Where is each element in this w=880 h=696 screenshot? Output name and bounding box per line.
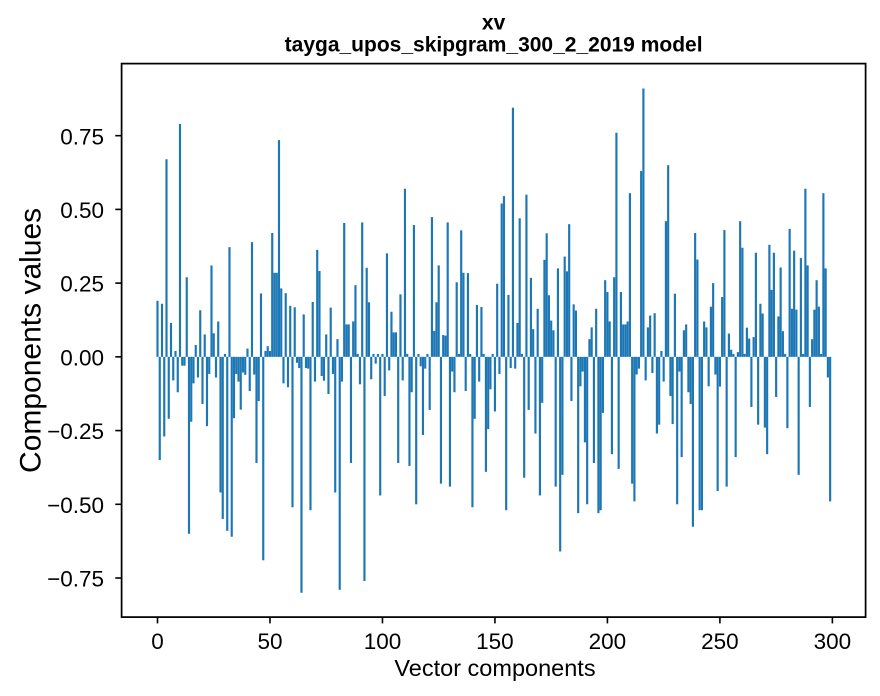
svg-text:0: 0 — [151, 629, 164, 654]
svg-text:250: 250 — [701, 629, 739, 654]
svg-text:200: 200 — [589, 629, 627, 654]
svg-text:300: 300 — [814, 629, 852, 654]
svg-text:Vector components: Vector components — [394, 655, 595, 681]
svg-text:xv: xv — [482, 12, 506, 35]
svg-text:0.75: 0.75 — [60, 124, 104, 149]
svg-text:−0.50: −0.50 — [47, 493, 104, 518]
svg-text:tayga_upos_skipgram_300_2_2019: tayga_upos_skipgram_300_2_2019 model — [285, 34, 703, 57]
svg-text:−0.25: −0.25 — [47, 419, 104, 444]
svg-text:0.50: 0.50 — [60, 198, 104, 223]
svg-text:Components values: Components values — [14, 208, 47, 473]
svg-text:0.00: 0.00 — [60, 346, 104, 371]
svg-text:100: 100 — [364, 629, 402, 654]
svg-text:50: 50 — [257, 629, 282, 654]
svg-text:−0.75: −0.75 — [47, 567, 104, 592]
svg-text:150: 150 — [476, 629, 514, 654]
svg-text:0.25: 0.25 — [60, 272, 104, 297]
